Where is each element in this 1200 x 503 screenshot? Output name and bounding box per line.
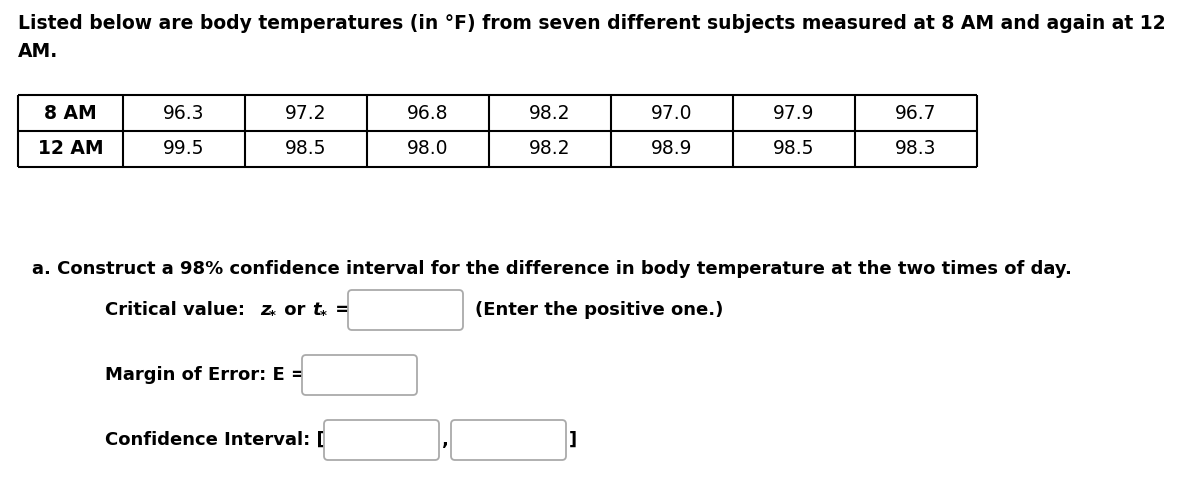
Text: Listed below are body temperatures (in °F) from seven different subjects measure: Listed below are body temperatures (in °… bbox=[18, 14, 1165, 33]
Text: Confidence Interval: [: Confidence Interval: [ bbox=[106, 431, 325, 449]
Text: 97.9: 97.9 bbox=[773, 104, 815, 123]
Text: or: or bbox=[278, 301, 312, 319]
Text: ,: , bbox=[442, 431, 449, 449]
Text: 8 AM: 8 AM bbox=[44, 104, 97, 123]
Text: 98.2: 98.2 bbox=[529, 139, 571, 158]
Text: t: t bbox=[312, 301, 320, 319]
Text: z: z bbox=[260, 301, 270, 319]
Text: (Enter the positive one.): (Enter the positive one.) bbox=[475, 301, 724, 319]
Text: Margin of Error: E =: Margin of Error: E = bbox=[106, 366, 306, 384]
Text: ]: ] bbox=[569, 431, 577, 449]
FancyBboxPatch shape bbox=[324, 420, 439, 460]
Text: 97.2: 97.2 bbox=[286, 104, 326, 123]
Text: Critical value:: Critical value: bbox=[106, 301, 251, 319]
Text: 96.3: 96.3 bbox=[163, 104, 205, 123]
Text: 97.0: 97.0 bbox=[652, 104, 692, 123]
Text: AM.: AM. bbox=[18, 42, 59, 61]
Text: 98.2: 98.2 bbox=[529, 104, 571, 123]
Text: 99.5: 99.5 bbox=[163, 139, 205, 158]
FancyBboxPatch shape bbox=[451, 420, 566, 460]
Text: 98.5: 98.5 bbox=[286, 139, 326, 158]
Text: 96.7: 96.7 bbox=[895, 104, 937, 123]
Text: 98.9: 98.9 bbox=[652, 139, 692, 158]
Text: 96.8: 96.8 bbox=[407, 104, 449, 123]
Text: a. Construct a 98% confidence interval for the difference in body temperature at: a. Construct a 98% confidence interval f… bbox=[32, 260, 1072, 278]
Text: 98.0: 98.0 bbox=[407, 139, 449, 158]
Text: 12 AM: 12 AM bbox=[37, 139, 103, 158]
Text: *: * bbox=[269, 309, 276, 322]
FancyBboxPatch shape bbox=[302, 355, 418, 395]
Text: *: * bbox=[320, 309, 326, 322]
Text: =: = bbox=[329, 301, 350, 319]
Text: 98.3: 98.3 bbox=[895, 139, 937, 158]
FancyBboxPatch shape bbox=[348, 290, 463, 330]
Text: 98.5: 98.5 bbox=[773, 139, 815, 158]
